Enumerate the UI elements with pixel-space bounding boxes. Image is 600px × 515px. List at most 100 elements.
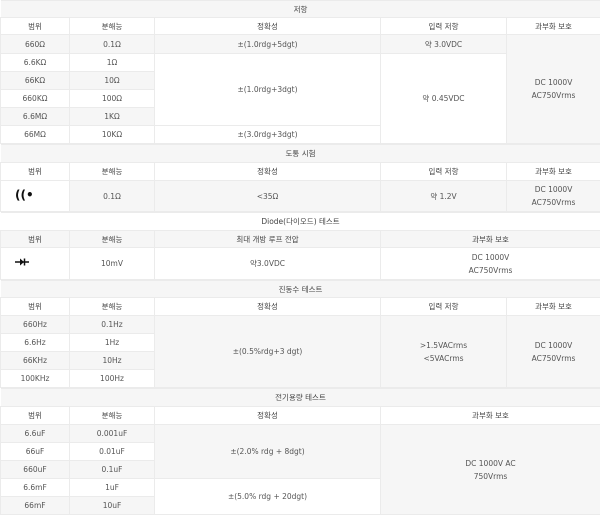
diode-icon [15, 258, 29, 266]
resolution: 0.01uF [70, 443, 155, 461]
resolution: 10uF [70, 497, 155, 515]
range: 66KΩ [1, 72, 70, 90]
input-resistance: 약 0.45VDC [381, 54, 507, 144]
resolution: 100Hz [70, 370, 155, 388]
range: 66uF [1, 443, 70, 461]
resolution: 10Ω [70, 72, 155, 90]
range: 66KHz [1, 352, 70, 370]
resolution: 0.1Ω [70, 181, 155, 212]
protection-dc: DC 1000V AC [381, 457, 600, 470]
protection-ac: AC750Vrms [381, 264, 600, 277]
input-resistance: 약 3.0VDC [381, 35, 507, 54]
col-header: 과부화 보호 [507, 298, 600, 316]
range [1, 248, 70, 280]
input-min: >1.5VACrms [381, 339, 506, 352]
col-header: 범위 [1, 407, 70, 425]
accuracy: ±(1.0rdg+3dgt) [155, 54, 381, 126]
range: 660Ω [1, 35, 70, 54]
resolution: 0.1uF [70, 461, 155, 479]
col-header: 입력 저항 [381, 298, 507, 316]
table-row: 660Hz 0.1Hz ±(0.5%rdg+3 dgt) >1.5VACrms<… [1, 316, 600, 334]
input-resistance: 약 1.2V [381, 181, 507, 212]
col-header: 분해능 [70, 407, 155, 425]
resolution: 10Hz [70, 352, 155, 370]
section-title: 도통 시험 [1, 145, 600, 163]
col-header: 범위 [1, 231, 70, 248]
range: 100KHz [1, 370, 70, 388]
col-header: 과부화 보호 [507, 163, 600, 181]
resolution: 10KΩ [70, 126, 155, 144]
resolution: 0.001uF [70, 425, 155, 443]
range: 6.6KΩ [1, 54, 70, 72]
section-title: 전기용량 테스트 [1, 389, 600, 407]
col-header: 범위 [1, 298, 70, 316]
accuracy: ±(0.5%rdg+3 dgt) [155, 316, 381, 388]
col-header: 범위 [1, 18, 70, 35]
resolution: 1Hz [70, 334, 155, 352]
diode-table: Diode(다이오드) 테스트 범위 분해능 최대 개방 루프 전압 과부화 보… [0, 212, 600, 280]
section-title: 저항 [1, 1, 600, 18]
range: ((• [1, 181, 70, 212]
table-row: 6.6uF 0.001uF ±(2.0% rdg + 8dgt) DC 1000… [1, 425, 600, 443]
input-resistance: >1.5VACrms<5VACrms [381, 316, 507, 388]
accuracy: ±(3.0rdg+3dgt) [155, 126, 381, 144]
resistance-table: 저항 범위 분해능 정확성 입력 저항 과부화 보호 660Ω 0.1Ω ±(1… [0, 0, 600, 144]
col-header: 입력 저항 [381, 163, 507, 181]
protection-dc: DC 1000V [381, 251, 600, 264]
col-header: 과부화 보호 [381, 407, 600, 425]
section-title: Diode(다이오드) 테스트 [1, 213, 600, 231]
range: 66mF [1, 497, 70, 515]
open-loop-voltage: 약3.0VDC [155, 248, 381, 280]
col-header: 분해능 [70, 18, 155, 35]
col-header: 정확성 [155, 163, 381, 181]
col-header: 정확성 [155, 18, 381, 35]
frequency-table: 진동수 테스트 범위 분해능 정확성 입력 저항 과부화 보호 660Hz 0.… [0, 280, 600, 388]
sound-wave-icon: ((• [15, 188, 34, 202]
input-max: <5VACrms [381, 352, 506, 365]
continuity-table: 도통 시험 범위 분해능 정확성 입력 저항 과부화 보호 ((• 0.1Ω <… [0, 144, 600, 212]
col-header: 입력 저항 [381, 18, 507, 35]
accuracy: <35Ω [155, 181, 381, 212]
protection-ac: AC750Vrms [507, 352, 600, 365]
range: 660uF [1, 461, 70, 479]
resolution: 1Ω [70, 54, 155, 72]
resolution: 1KΩ [70, 108, 155, 126]
resolution: 10mV [70, 248, 155, 280]
section-title: 진동수 테스트 [1, 281, 600, 298]
accuracy: ±(1.0rdg+5dgt) [155, 35, 381, 54]
capacitance-table: 전기용량 테스트 범위 분해능 정확성 과부화 보호 6.6uF 0.001uF… [0, 388, 600, 515]
col-header: 정확성 [155, 298, 381, 316]
col-header: 과부화 보호 [507, 18, 600, 35]
protection-dc: DC 1000V [507, 339, 600, 352]
protection-dc: DC 1000V [507, 183, 600, 196]
col-header: 분해능 [70, 298, 155, 316]
accuracy: ±(2.0% rdg + 8dgt) [155, 425, 381, 479]
protection-dc: DC 1000V [507, 76, 600, 89]
resolution: 1uF [70, 479, 155, 497]
col-header: 최대 개방 루프 전압 [155, 231, 381, 248]
col-header: 과부화 보호 [381, 231, 600, 248]
range: 6.6mF [1, 479, 70, 497]
protection-ac: AC750Vrms [507, 196, 600, 209]
col-header: 범위 [1, 163, 70, 181]
range: 6.6Hz [1, 334, 70, 352]
table-row: 660Ω 0.1Ω ±(1.0rdg+5dgt) 약 3.0VDC DC 100… [1, 35, 600, 54]
protection-ac: AC750Vrms [507, 89, 600, 102]
accuracy: ±(5.0% rdg + 20dgt) [155, 479, 381, 515]
protection-ac: 750Vrms [381, 470, 600, 483]
range: 660Hz [1, 316, 70, 334]
range: 6.6uF [1, 425, 70, 443]
col-header: 정확성 [155, 407, 381, 425]
range: 66MΩ [1, 126, 70, 144]
range: 6.6MΩ [1, 108, 70, 126]
col-header: 분해능 [70, 163, 155, 181]
col-header: 분해능 [70, 231, 155, 248]
resolution: 100Ω [70, 90, 155, 108]
